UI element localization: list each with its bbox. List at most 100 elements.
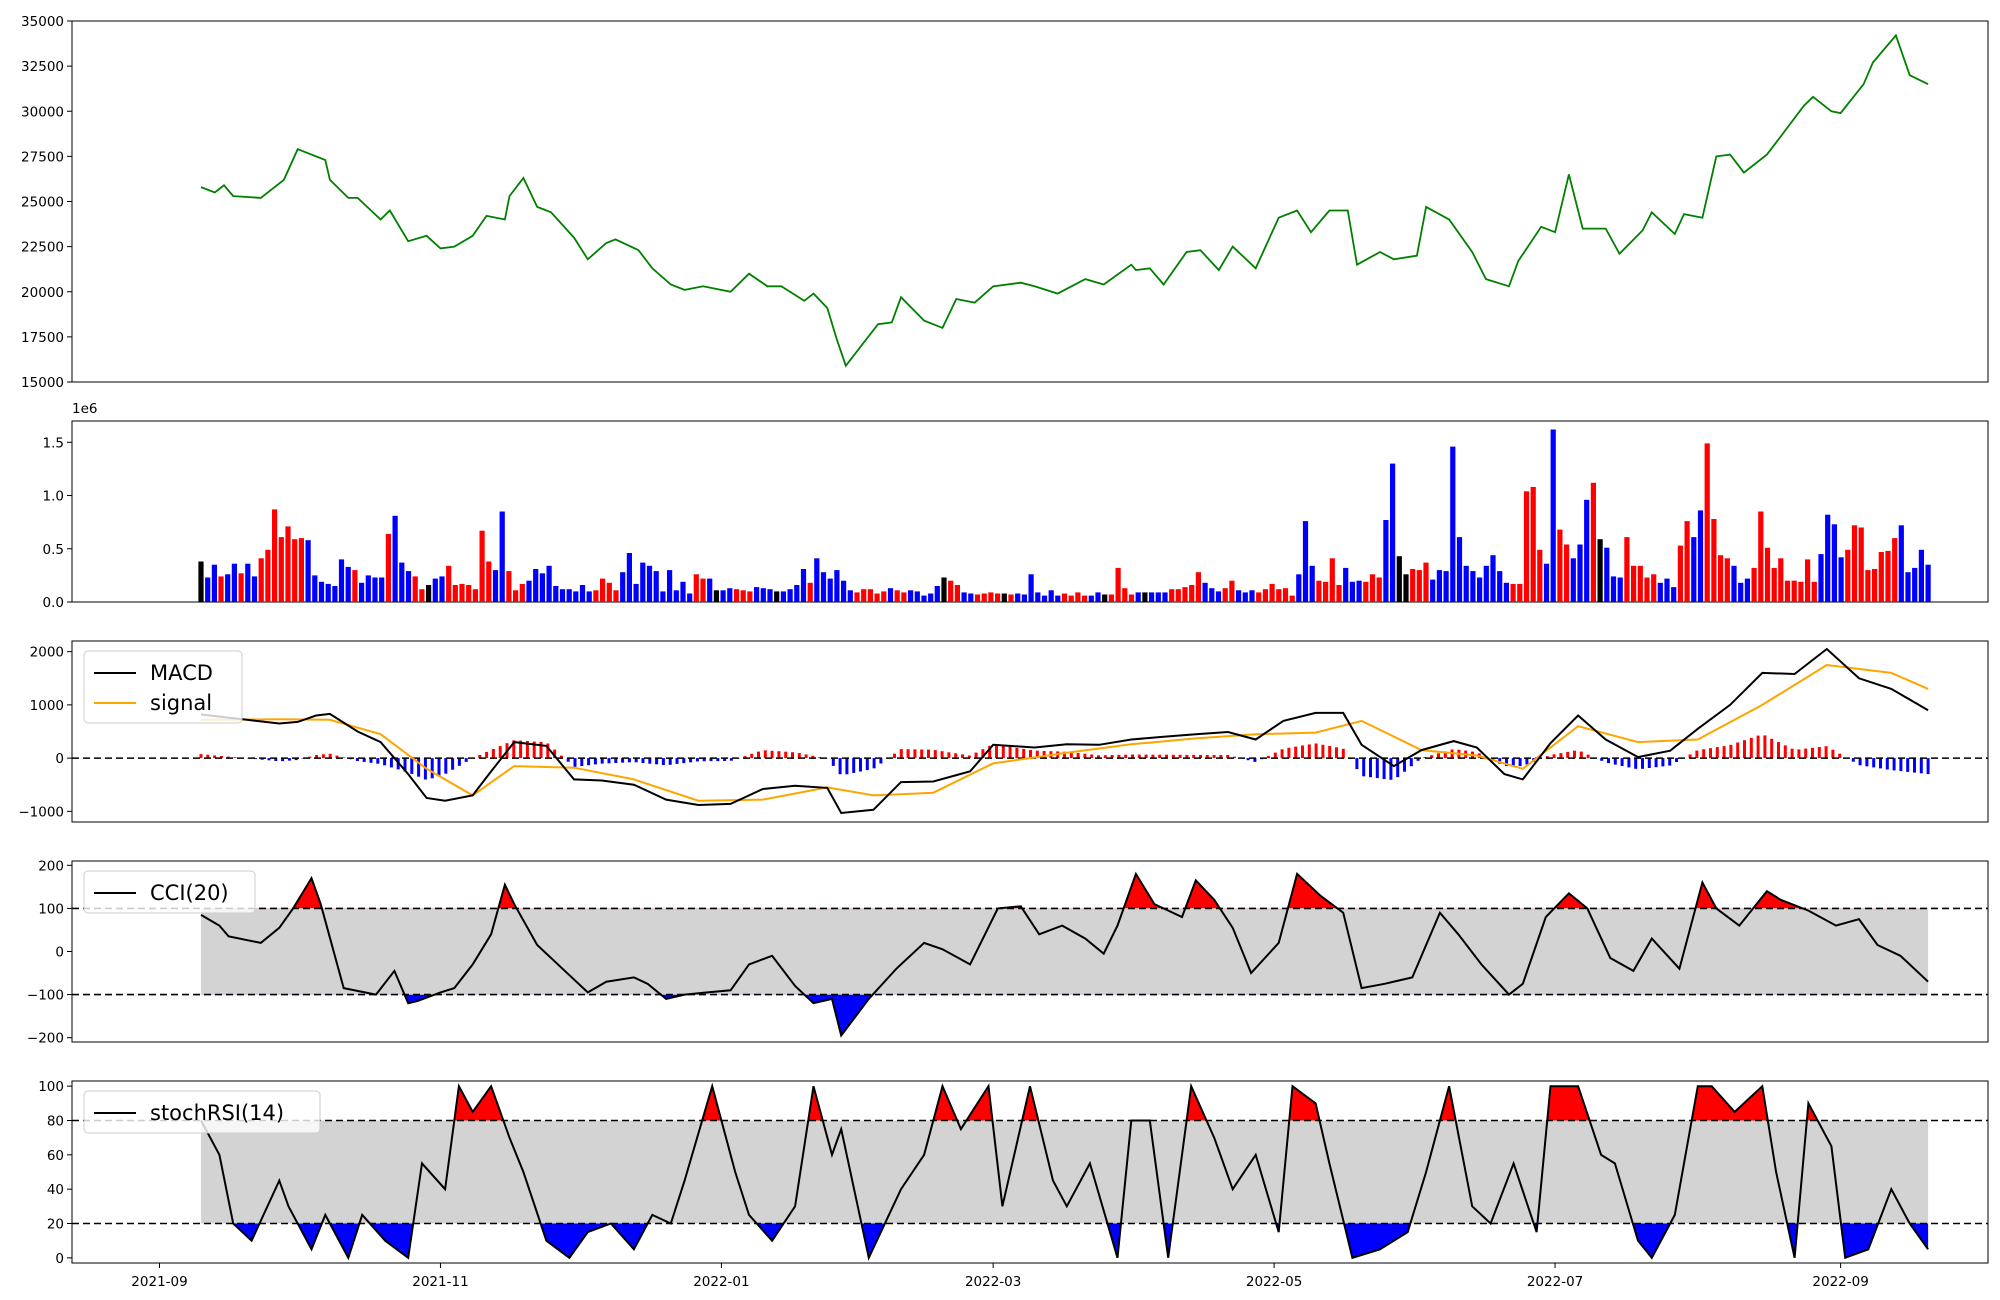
volume-bar [613, 590, 619, 602]
volume-bar [1503, 582, 1509, 602]
macd-histogram-bar [607, 758, 611, 764]
volume-bar [1336, 585, 1342, 602]
volume-bar [700, 578, 706, 602]
panel-1-ytick-label: 1.0 [43, 489, 64, 505]
macd-histogram-bar [1423, 757, 1427, 759]
volume-bar [1584, 499, 1590, 602]
volume-bar [1657, 582, 1663, 602]
macd-histogram-bar [716, 758, 720, 762]
volume-bar [1517, 583, 1523, 602]
volume-bar [1751, 567, 1757, 602]
macd-histogram-bar [627, 758, 631, 763]
volume-bar [285, 526, 291, 602]
volume-bar [1744, 578, 1750, 602]
volume-bar [419, 589, 425, 602]
macd-histogram-bar [621, 758, 625, 763]
macd-histogram-bar [213, 755, 217, 759]
macd-histogram-bar [539, 741, 543, 759]
macd-histogram-bar [906, 749, 910, 759]
volume-bar [620, 572, 626, 602]
volume-bar [1724, 558, 1730, 602]
volume-bar [1604, 547, 1610, 602]
macd-histogram-bar [532, 741, 536, 759]
macd-histogram-bar [206, 754, 210, 759]
volume-bar [1590, 482, 1596, 602]
macd-histogram-bar [1817, 747, 1821, 759]
macd-histogram-bar [1267, 755, 1270, 759]
volume-bar [1885, 550, 1891, 602]
macd-histogram-bar [1899, 758, 1903, 772]
volume-bar [1001, 593, 1007, 602]
volume-bar [814, 558, 820, 602]
macd-histogram-bar [811, 755, 815, 759]
volume-bar [1778, 558, 1784, 602]
macd-histogram-bar [1675, 758, 1678, 762]
macd-histogram-bar [1498, 758, 1502, 764]
stochrsi-oversold-fill [200, 1223, 1929, 1258]
macd-histogram-bar [791, 752, 794, 759]
volume-bar [506, 571, 512, 602]
volume-bar [1456, 537, 1463, 602]
macd-histogram-bar [1811, 747, 1814, 759]
volume-bar [459, 583, 465, 602]
macd-histogram-bar [1029, 750, 1032, 759]
panel-2-ytick-label: 1000 [30, 698, 64, 714]
volume-bar [780, 591, 786, 602]
volume-bar [1644, 577, 1650, 602]
macd-histogram-bar [1076, 753, 1080, 759]
volume-bar [861, 589, 867, 602]
volume-bar [245, 563, 251, 602]
macd-histogram-bar [573, 758, 577, 767]
macd-histogram-bar [451, 758, 455, 770]
volume-bar [1249, 590, 1255, 602]
volume-bar [914, 591, 920, 602]
macd-histogram-bar [668, 758, 672, 765]
volume-bar [1617, 577, 1623, 602]
volume-bar [446, 565, 452, 602]
stochrsi-line [200, 1082, 1929, 1261]
volume-bar [1383, 520, 1389, 602]
volume-bar [901, 592, 907, 602]
volume-bar [198, 561, 204, 602]
volume-bar [559, 589, 566, 602]
panel-2-ytick-label: −1000 [18, 804, 64, 820]
macd-histogram-bar [457, 758, 461, 766]
macd-histogram-bar [1015, 747, 1019, 759]
macd-histogram-bar [1137, 754, 1141, 759]
macd-histogram-bar [1219, 755, 1223, 759]
macd-histogram-bar [865, 758, 869, 771]
macd-histogram-bar [512, 740, 516, 759]
x-tick-label: 2022-07 [1527, 1274, 1583, 1290]
macd-histogram-bar [1192, 754, 1196, 759]
macd-histogram-bar [1613, 758, 1617, 765]
volume-bar [1356, 580, 1362, 602]
panel-3-ytick-label: 100 [38, 901, 64, 917]
volume-bar [1764, 547, 1771, 602]
volume-bar [854, 592, 860, 602]
volume-bar [1811, 581, 1817, 602]
panel-0-ytick-label: 17500 [21, 330, 64, 346]
macd-histogram-bar [648, 758, 652, 764]
volume-bar [1149, 592, 1155, 602]
macd-histogram-bar [947, 752, 951, 759]
volume-bar [921, 595, 927, 602]
macd-histogram-bar [750, 753, 754, 759]
volume-bar [1128, 594, 1135, 602]
macd-histogram-bar [1341, 748, 1345, 759]
macd-histogram-bar [1280, 749, 1284, 759]
panel-4-ytick-label: 0 [55, 1251, 64, 1267]
volume-bar [1175, 589, 1181, 602]
legend-label: stochRSI(14) [150, 1101, 284, 1125]
volume-bar [1028, 574, 1034, 602]
volume-bar [332, 586, 338, 602]
macd-histogram-bar [485, 751, 489, 759]
volume-bar [231, 563, 237, 602]
panel-2-ytick-label: 0 [55, 751, 64, 767]
volume-bar [908, 590, 914, 602]
volume-bar [1711, 519, 1717, 602]
macd-histogram-bar [1124, 754, 1128, 759]
macd-histogram-bar [389, 758, 393, 768]
macd-histogram-bar [491, 749, 495, 759]
volume-bar [1108, 594, 1114, 602]
